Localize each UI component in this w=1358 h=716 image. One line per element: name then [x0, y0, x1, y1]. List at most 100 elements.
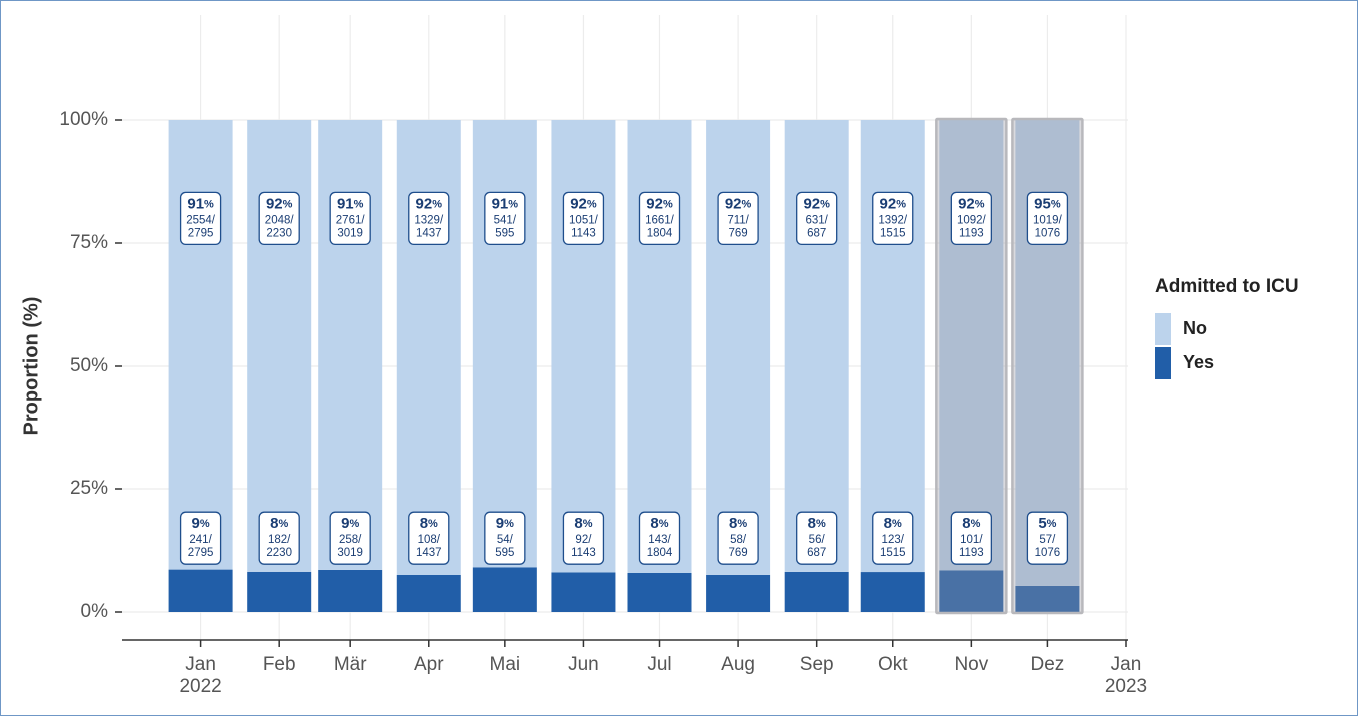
- legend-key: [1155, 313, 1171, 345]
- data-label: 8% 101/1193: [950, 511, 992, 565]
- data-label: 92% 1392/1515: [872, 191, 914, 246]
- count-label: 1661/1804: [645, 214, 675, 239]
- bar-segment: [396, 575, 461, 612]
- label-box: [638, 191, 681, 246]
- data-label: 91% 2761/3019: [329, 191, 371, 246]
- bar-segment: [396, 120, 461, 576]
- label-box: [717, 511, 759, 565]
- count-label: 631/687: [805, 214, 828, 239]
- label-box: [484, 511, 526, 565]
- label-box: [950, 191, 992, 246]
- value-label: 92%: [570, 195, 597, 212]
- count-label: 143/1804: [647, 534, 673, 559]
- x-tick-label: Dez: [1031, 654, 1065, 675]
- x-tick-label: Jan 2022: [179, 654, 221, 697]
- label-box: [638, 511, 681, 565]
- value-label: 91%: [492, 195, 519, 212]
- value-label: 8%: [962, 515, 980, 532]
- data-label: 92% 631/687: [796, 191, 838, 246]
- value-label: 92%: [416, 195, 443, 212]
- data-label: 92% 711/769: [717, 191, 759, 246]
- value-label: 91%: [337, 195, 364, 212]
- bar-segment: [706, 120, 771, 575]
- x-tick-label: Sep: [800, 654, 834, 675]
- label-box: [950, 511, 992, 565]
- data-label: 9% 241/2795: [179, 511, 222, 565]
- value-label: 91%: [187, 195, 214, 212]
- data-label: 8% 56/687: [796, 511, 838, 565]
- value-label: 8%: [650, 515, 668, 532]
- label-box: [562, 191, 605, 246]
- data-label: 5% 57/1076: [1026, 511, 1069, 565]
- label-box: [796, 511, 838, 565]
- count-label: 241/2795: [188, 534, 214, 559]
- count-label: 1392/1515: [878, 214, 908, 239]
- data-label: 91% 2554/2795: [179, 191, 222, 246]
- bar-segment: [1015, 585, 1080, 612]
- data-label: 92% 2048/2230: [258, 191, 300, 246]
- legend-label: Yes: [1183, 352, 1214, 372]
- data-label: 8% 182/2230: [258, 511, 300, 565]
- bar-segment: [472, 120, 537, 568]
- x-tick-label: Jan 2023: [1105, 654, 1147, 697]
- count-label: 1329/1437: [414, 214, 444, 239]
- data-label: 92% 1661/1804: [638, 191, 681, 246]
- x-tick-label: Aug: [721, 654, 755, 675]
- value-label: 9%: [192, 515, 210, 532]
- data-label: 8% 108/1437: [408, 511, 450, 565]
- y-axis-title: Proportion (%): [20, 297, 42, 436]
- count-label: 1092/1193: [957, 214, 987, 239]
- bar-segment: [860, 572, 925, 612]
- bar-segment: [318, 569, 383, 612]
- x-tick-label: Mai: [490, 654, 521, 675]
- count-label: 2761/3019: [336, 214, 366, 239]
- count-label: 2048/2230: [265, 214, 295, 239]
- bar-segment: [706, 574, 771, 612]
- count-label: 54/595: [495, 534, 514, 559]
- bar-segment: [551, 120, 616, 573]
- legend-key: [1155, 347, 1171, 379]
- label-box: [329, 191, 371, 246]
- value-label: 92%: [880, 195, 907, 212]
- count-label: 57/1076: [1035, 534, 1061, 559]
- label-box: [562, 511, 605, 565]
- bar-segment: [784, 120, 849, 572]
- bar-segment: [168, 569, 233, 612]
- bar-segment: [939, 570, 1004, 612]
- value-label: 92%: [803, 195, 830, 212]
- value-label: 8%: [574, 515, 592, 532]
- label-box: [329, 511, 371, 565]
- bar-segment: [247, 120, 312, 572]
- label-box: [484, 191, 526, 246]
- label-box: [717, 191, 759, 246]
- value-label: 9%: [341, 515, 359, 532]
- count-label: 123/1515: [880, 534, 906, 559]
- label-box: [258, 511, 300, 565]
- y-tick-label: 75%: [70, 232, 108, 253]
- count-label: 541/595: [494, 214, 517, 239]
- count-label: 258/3019: [337, 534, 363, 559]
- label-box: [179, 191, 222, 246]
- count-label: 58/769: [728, 534, 747, 559]
- label-box: [258, 191, 300, 246]
- value-label: 8%: [884, 515, 902, 532]
- bar-segment: [551, 572, 616, 612]
- bar-segment: [627, 572, 692, 612]
- y-tick-label: 100%: [59, 109, 108, 130]
- label-box: [408, 191, 450, 246]
- bar-segment: [472, 567, 537, 612]
- bar-segment: [860, 120, 925, 573]
- data-label: 95% 1019/1076: [1026, 191, 1069, 246]
- label-box: [1026, 511, 1069, 565]
- value-label: 8%: [808, 515, 826, 532]
- data-label: 8% 58/769: [717, 511, 759, 565]
- data-label: 92% 1329/1437: [408, 191, 450, 246]
- count-label: 1051/1143: [569, 214, 599, 239]
- value-label: 8%: [729, 515, 747, 532]
- label-box: [1026, 191, 1069, 246]
- value-label: 8%: [270, 515, 288, 532]
- data-label: 91% 541/595: [484, 191, 526, 246]
- value-label: 92%: [958, 195, 985, 212]
- data-label: 9% 54/595: [484, 511, 526, 565]
